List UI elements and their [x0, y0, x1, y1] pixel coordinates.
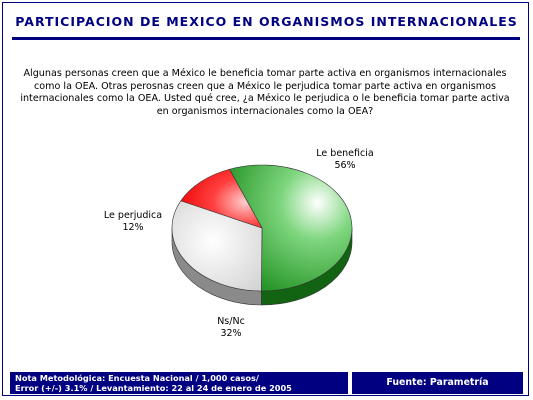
slice-name: Le perjudica	[103, 210, 163, 221]
slice-ns-nc	[171, 200, 263, 292]
methodology-line-1: Nota Metodológica: Encuesta Nacional / 1…	[15, 373, 259, 383]
slice-name: Le beneficia	[316, 148, 374, 159]
page-title: PARTICIPACION DE MEXICO EN ORGANISMOS IN…	[15, 14, 518, 29]
title-divider	[12, 37, 520, 40]
slice-value: 32%	[220, 328, 242, 339]
slice-le-beneficia	[229, 164, 353, 292]
slice-label-ns-nc: Ns/Nc 32%	[206, 316, 256, 340]
slice-value: 56%	[334, 160, 356, 171]
methodology-note: Nota Metodológica: Encuesta Nacional / 1…	[10, 372, 348, 394]
slice-value: 12%	[122, 222, 144, 233]
source-note: Fuente: Parametría	[352, 372, 523, 394]
slice-label-le-perjudica: Le perjudica 12%	[100, 210, 166, 234]
slice-name: Ns/Nc	[217, 316, 245, 327]
slice-le-perjudica	[180, 168, 263, 229]
slice-label-le-beneficia: Le beneficia 56%	[306, 148, 384, 172]
survey-question: Algunas personas creen que a México le b…	[20, 68, 510, 117]
methodology-line-2: Error (+/-) 3.1% / Levantamiento: 22 al …	[15, 383, 292, 393]
